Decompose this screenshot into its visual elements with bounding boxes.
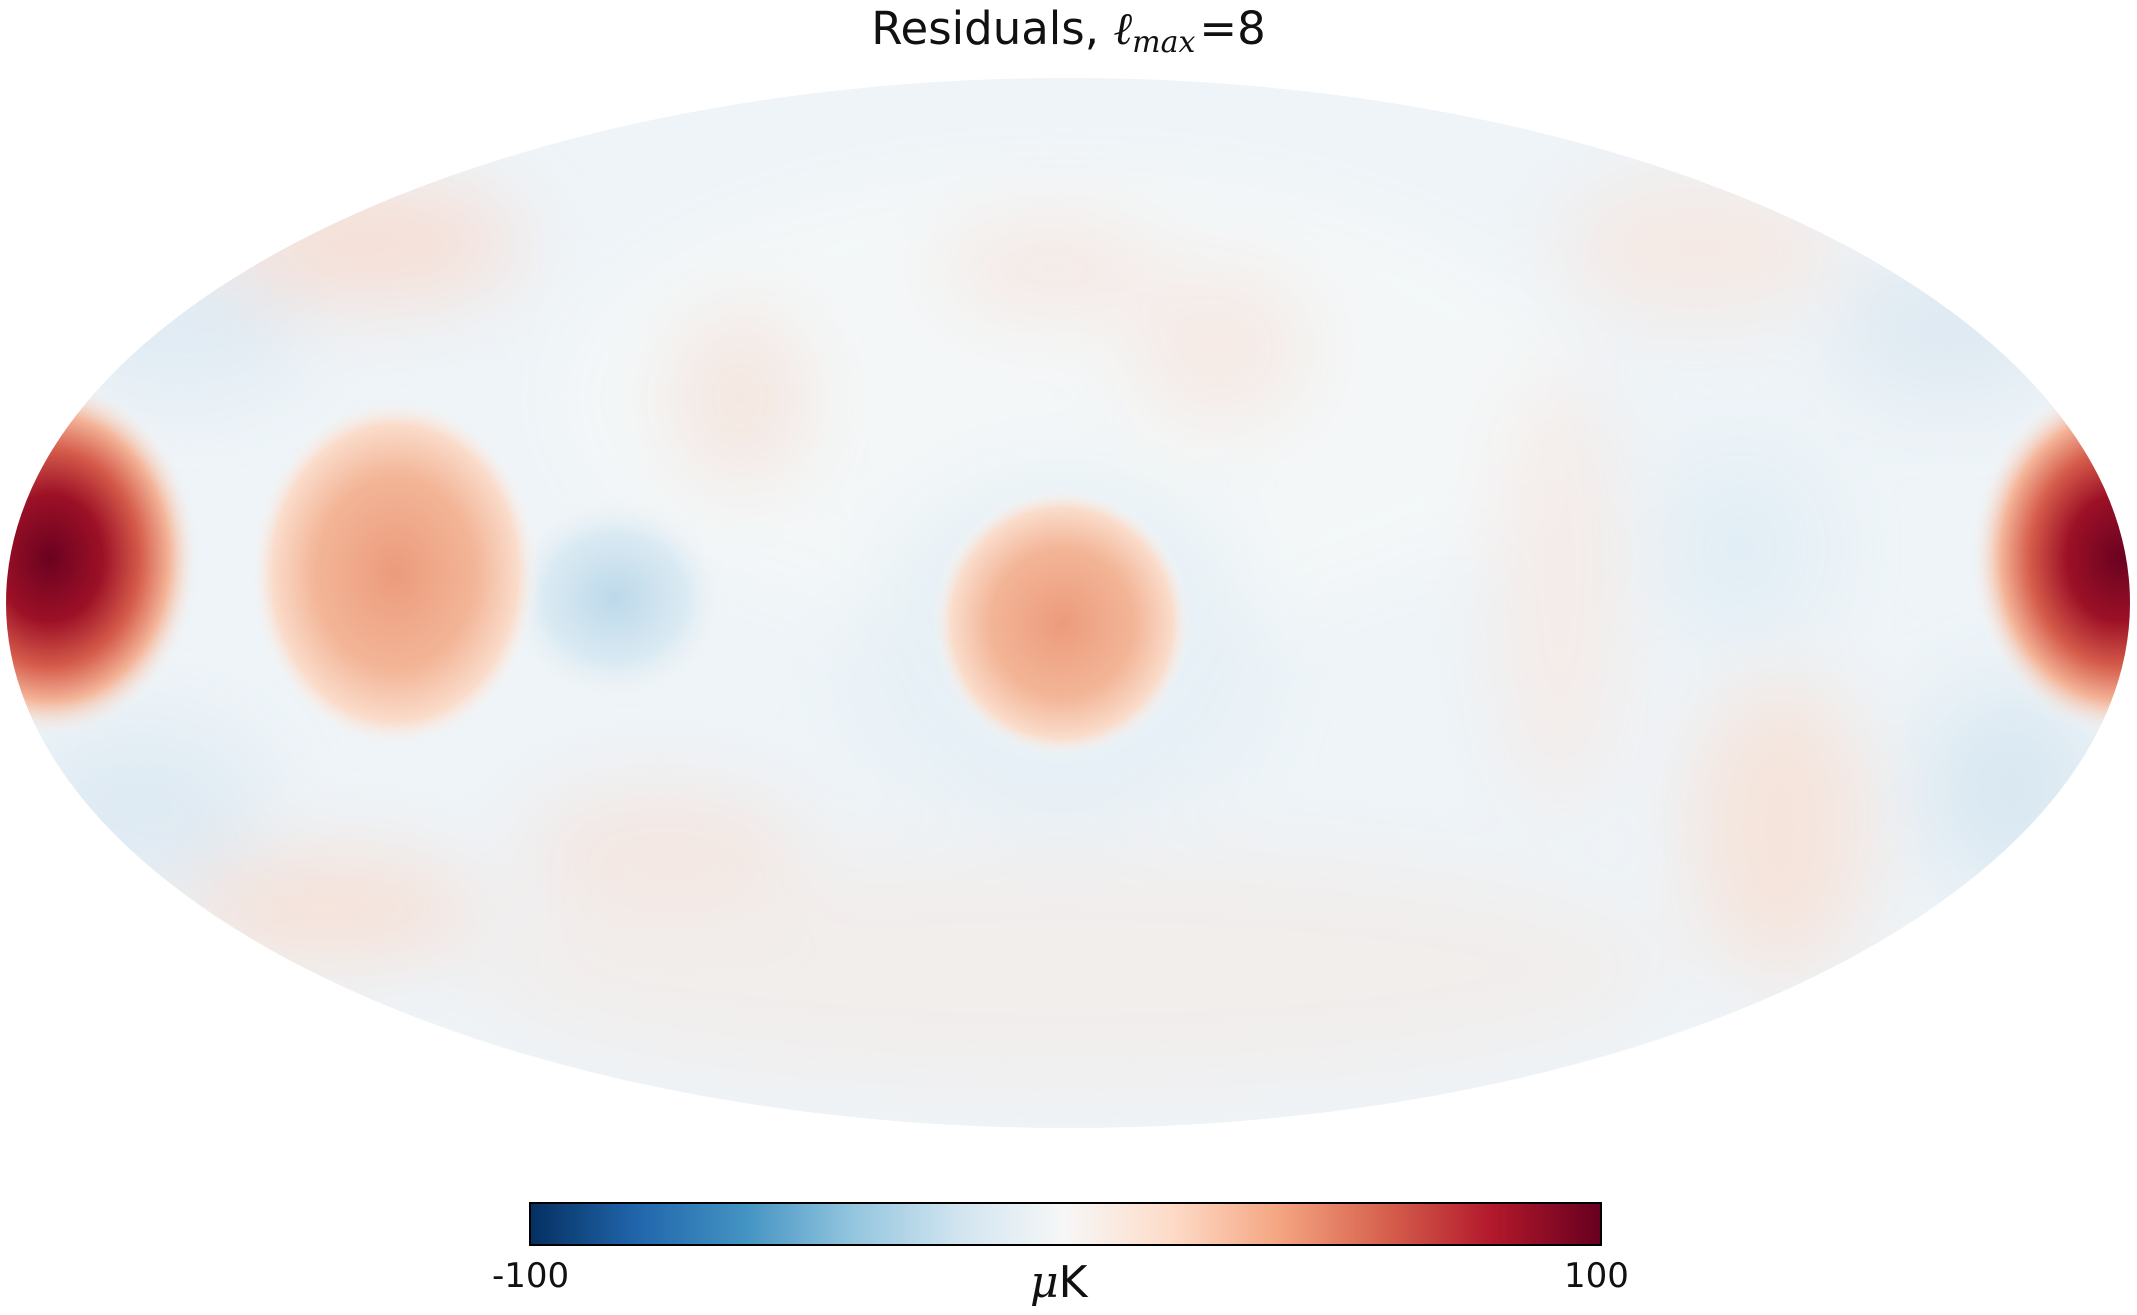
colorbar-unit-label: μK xyxy=(1030,1258,1087,1308)
mollweide-map-svg xyxy=(6,78,2130,1128)
warm-spot-left xyxy=(250,398,540,748)
unit-mu: μ xyxy=(1030,1257,1059,1308)
map-title: Residuals, ℓmax=8 xyxy=(0,2,2137,62)
colorbar-min-label: -100 xyxy=(492,1256,570,1296)
title-ell-symbol: ℓ xyxy=(1113,2,1133,55)
hot-spot-left-edge xyxy=(6,378,200,738)
title-suffix: =8 xyxy=(1199,2,1266,55)
title-subscript: max xyxy=(1132,25,1196,60)
colorbar xyxy=(529,1202,1602,1246)
cold-spot xyxy=(495,488,735,708)
map-field xyxy=(6,78,2130,1128)
colorbar-max-label: 100 xyxy=(1564,1256,1629,1296)
title-prefix: Residuals, xyxy=(871,2,1114,55)
sky-map xyxy=(0,68,2137,1138)
warm-spot-center xyxy=(932,488,1192,758)
unit-k: K xyxy=(1058,1257,1088,1308)
hot-spot-right-edge xyxy=(1970,378,2130,738)
